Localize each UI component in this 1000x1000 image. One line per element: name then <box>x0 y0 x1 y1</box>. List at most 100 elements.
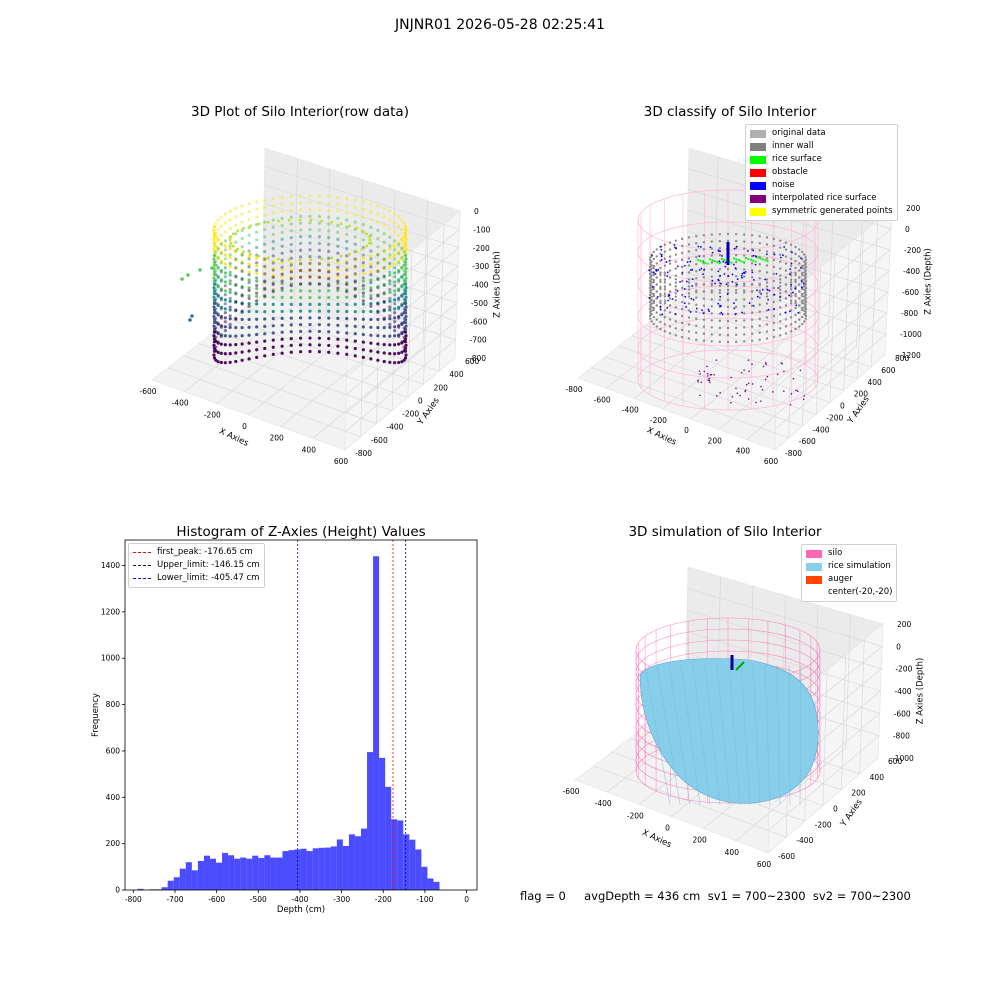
wall-point <box>710 261 713 264</box>
wall-point <box>687 295 691 298</box>
histogram-bar <box>354 836 361 890</box>
raw-point <box>223 239 227 243</box>
cls-gridline <box>843 243 850 391</box>
raw-point <box>216 227 220 232</box>
noise-point <box>800 286 803 289</box>
raw-point <box>212 238 216 242</box>
interp-point <box>699 394 701 397</box>
wall-point <box>695 331 698 334</box>
wall-point <box>659 280 662 284</box>
interp-point <box>707 379 709 381</box>
raw-point <box>336 281 340 286</box>
wall-point <box>695 284 698 287</box>
raw-point <box>345 232 349 236</box>
raw-point <box>212 340 217 344</box>
histogram-bar <box>185 862 192 890</box>
wall-point <box>649 256 652 259</box>
wall-point <box>734 281 738 285</box>
raw-point <box>249 224 252 228</box>
histogram-bar <box>421 866 428 890</box>
legend-entry: interpolated rice surface <box>750 192 893 205</box>
raw-point <box>212 295 216 299</box>
raw-point <box>228 209 232 213</box>
rice-mesh-line <box>728 664 741 806</box>
cls-ytick: 200 <box>854 390 869 399</box>
wall-point <box>765 257 769 260</box>
wall-point <box>734 333 738 337</box>
raw-point <box>271 352 275 357</box>
raw-point <box>404 228 408 232</box>
wall-point <box>687 281 691 284</box>
raw-point <box>376 253 380 257</box>
wall-point <box>680 258 684 262</box>
wall-point <box>758 324 761 327</box>
wall-point <box>663 278 667 281</box>
raw-point <box>219 242 223 247</box>
raw-point <box>289 350 293 354</box>
wall-point <box>695 249 698 252</box>
raw-point <box>234 326 238 330</box>
raw-point <box>353 309 357 314</box>
raw-ztick: -200 <box>473 244 490 253</box>
raw-point <box>369 217 373 222</box>
noise-point <box>731 281 734 283</box>
raw-point <box>404 353 408 357</box>
raw-point <box>240 302 244 306</box>
raw-xtick: 400 <box>302 445 317 454</box>
histogram-legend: first_peak: -176.65 cm Upper_limit: -146.… <box>128 543 265 588</box>
raw-point <box>345 317 349 321</box>
raw-gridline <box>407 250 413 398</box>
raw-point <box>255 287 259 291</box>
raw-point <box>240 317 244 322</box>
raw-point <box>369 273 373 277</box>
wall-point <box>718 284 722 288</box>
raw-point <box>402 316 406 321</box>
cls-ytick: -200 <box>826 413 843 422</box>
wall-point <box>803 260 806 263</box>
wall-point <box>652 322 656 326</box>
wall-point <box>687 288 691 291</box>
noise-point <box>691 278 694 281</box>
raw-point <box>247 349 251 353</box>
noise-point <box>779 256 782 259</box>
interp-point <box>736 392 739 395</box>
wall-point <box>798 269 801 272</box>
wall-point <box>687 264 691 267</box>
raw-point <box>190 314 194 318</box>
noise-point <box>648 269 651 272</box>
rice-surface-point <box>759 257 762 260</box>
raw-point <box>214 250 218 254</box>
raw-point <box>247 296 251 301</box>
raw-point <box>280 316 284 320</box>
wall-point <box>687 285 691 288</box>
raw-point <box>317 289 322 293</box>
raw-point <box>393 262 397 266</box>
raw-point <box>327 236 331 240</box>
wall-point <box>784 290 788 293</box>
raw-point <box>369 333 373 337</box>
raw-point <box>402 278 406 283</box>
noise-point <box>699 246 702 248</box>
noise-point <box>667 299 669 302</box>
raw-point <box>186 273 190 277</box>
noise-point <box>752 249 755 252</box>
raw-point <box>388 282 392 286</box>
wall-point <box>663 295 667 298</box>
wall-point <box>659 320 662 324</box>
rice-mesh-line <box>656 664 681 806</box>
raw-point <box>402 231 406 235</box>
wall-point <box>765 281 769 284</box>
wall-point <box>734 288 738 292</box>
raw-point <box>393 325 397 329</box>
wall-point <box>743 291 746 294</box>
cls-gridline <box>829 255 836 403</box>
wall-point <box>687 271 691 274</box>
raw-point <box>228 296 232 300</box>
raw-point <box>287 258 291 262</box>
raw-point <box>317 221 322 225</box>
raw-point <box>345 218 349 222</box>
wall-point <box>663 292 667 295</box>
wall-point <box>789 295 793 298</box>
wall-point <box>710 291 713 294</box>
raw-point <box>214 278 218 283</box>
